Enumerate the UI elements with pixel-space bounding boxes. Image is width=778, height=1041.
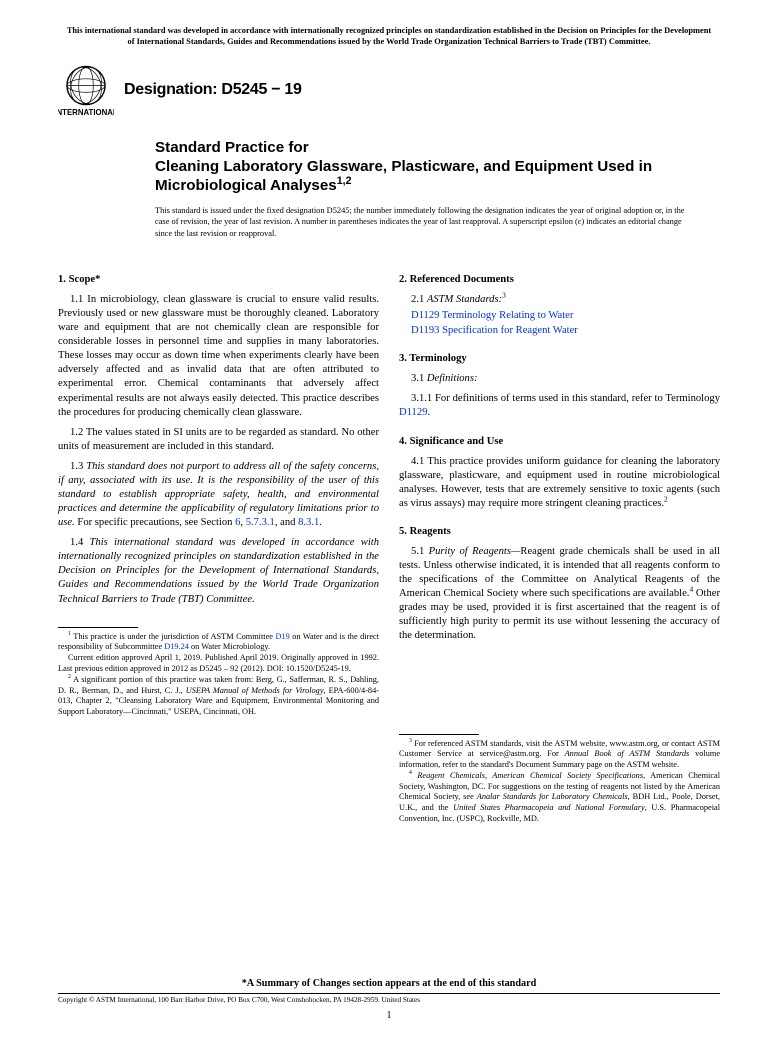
para-3-1: 3.1 Definitions: <box>399 372 720 386</box>
para-1-4: 1.4 This international standard was deve… <box>58 536 379 606</box>
header-row: INTERNATIONAL Designation: D5245 − 19 <box>58 62 720 118</box>
footnote-rule-right <box>399 734 479 735</box>
link-d1193[interactable]: D1193 <box>411 325 439 336</box>
right-column: 2. Referenced Documents 2.1 ASTM Standar… <box>399 265 720 825</box>
section-4-head: 4. Significance and Use <box>399 435 720 449</box>
designation: Designation: D5245 − 19 <box>124 81 302 99</box>
para-4-1: 4.1 This practice provides uniform guida… <box>399 455 720 511</box>
para-2-1: 2.1 ASTM Standards:3 <box>399 293 720 307</box>
astm-logo: INTERNATIONAL <box>58 62 114 118</box>
title-main: Cleaning Laboratory Glassware, Plasticwa… <box>155 157 720 195</box>
footnote-2: 2 A significant portion of this practice… <box>58 675 379 718</box>
para-1-2: 1.2 The values stated in SI units are to… <box>58 426 379 454</box>
para-5-1: 5.1 Purity of Reagents—Reagent grade che… <box>399 545 720 644</box>
title-note: This standard is issued under the fixed … <box>155 205 700 239</box>
section-2-head: 2. Referenced Documents <box>399 273 720 287</box>
link-831[interactable]: 8.3.1 <box>298 517 319 528</box>
title-prefix: Standard Practice for <box>155 138 720 157</box>
footnote-1: 1 This practice is under the jurisdictio… <box>58 632 379 654</box>
left-column: 1. Scope* 1.1 In microbiology, clean gla… <box>58 265 379 825</box>
footnote-1b: Current edition approved April 1, 2019. … <box>58 653 379 675</box>
link-d1129[interactable]: D1129 <box>411 310 439 321</box>
link-d1129b[interactable]: D1129 <box>399 407 427 418</box>
link-d1924[interactable]: D19.24 <box>164 642 189 651</box>
ref-d1129: D1129 Terminology Relating to Water <box>411 309 720 323</box>
section-3-head: 3. Terminology <box>399 352 720 366</box>
summary-note: *A Summary of Changes section appears at… <box>58 978 720 989</box>
ref-d1193: D1193 Specification for Reagent Water <box>411 324 720 338</box>
footnote-4: 4 Reagent Chemicals, American Chemical S… <box>399 771 720 825</box>
footnote-rule-left <box>58 627 138 628</box>
top-disclaimer: This international standard was develope… <box>58 26 720 48</box>
para-1-1: 1.1 In microbiology, clean glassware is … <box>58 293 379 420</box>
section-5-head: 5. Reagents <box>399 525 720 539</box>
para-3-1-1: 3.1.1 For definitions of terms used in t… <box>399 392 720 420</box>
link-d19[interactable]: D19 <box>275 632 289 641</box>
footnote-3: 3 For referenced ASTM standards, visit t… <box>399 739 720 771</box>
para-1-3: 1.3 This standard does not purport to ad… <box>58 460 379 530</box>
svg-text:INTERNATIONAL: INTERNATIONAL <box>58 108 114 117</box>
footer: *A Summary of Changes section appears at… <box>58 978 720 1021</box>
link-5731[interactable]: 5.7.3.1 <box>246 517 275 528</box>
copyright: Copyright © ASTM International, 100 Barr… <box>58 993 720 1004</box>
title-block: Standard Practice for Cleaning Laborator… <box>155 138 720 239</box>
page-number: 1 <box>58 1010 720 1021</box>
section-1-head: 1. Scope* <box>58 273 379 287</box>
